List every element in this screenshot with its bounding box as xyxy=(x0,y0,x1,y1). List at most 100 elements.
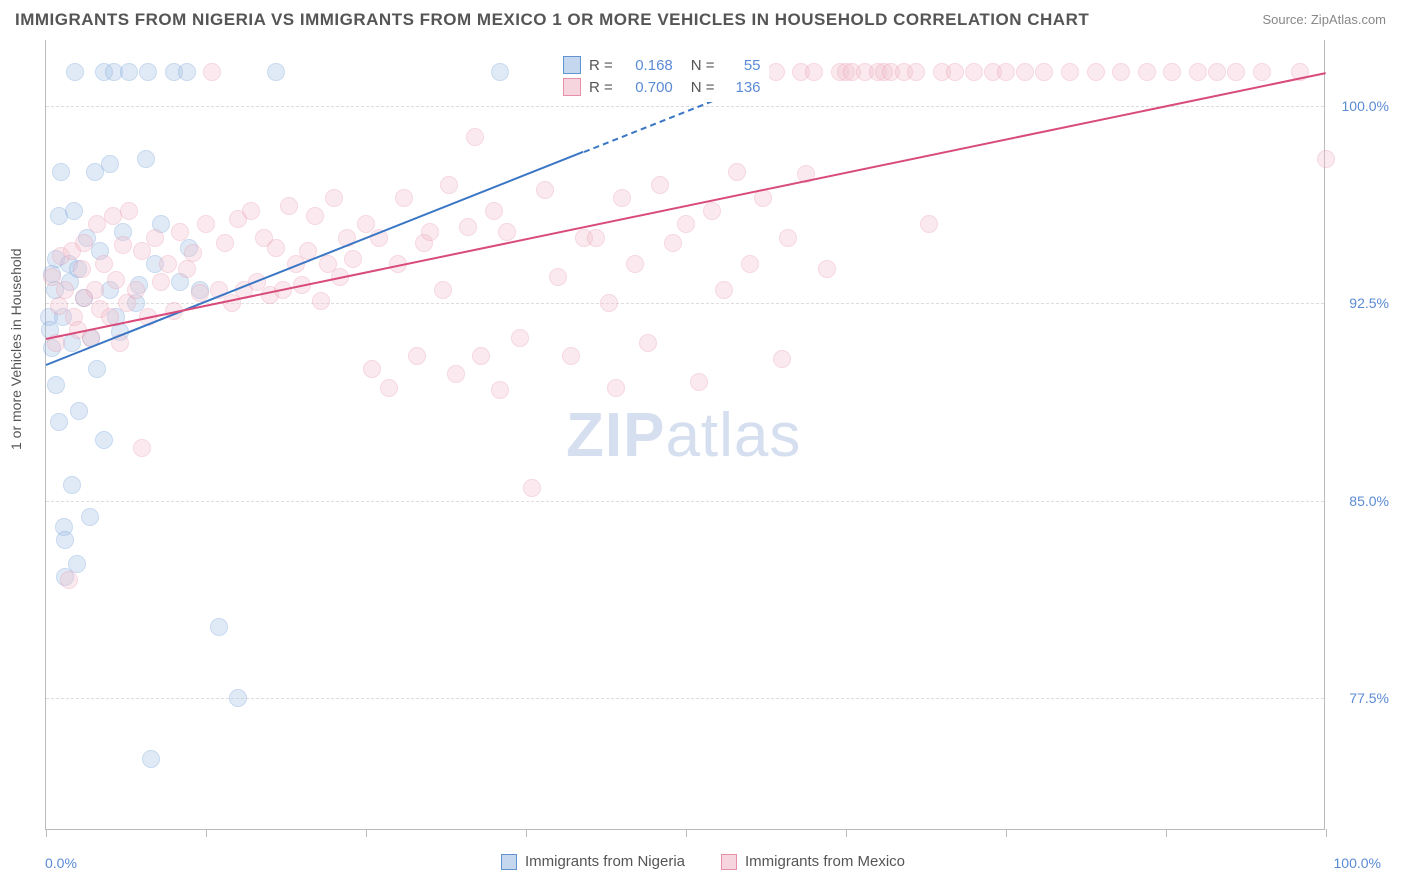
scatter-point xyxy=(66,63,84,81)
y-tick-label: 92.5% xyxy=(1334,295,1389,311)
scatter-point xyxy=(703,202,721,220)
scatter-point xyxy=(965,63,983,81)
scatter-point xyxy=(395,189,413,207)
x-tick xyxy=(366,829,367,837)
scatter-point xyxy=(562,347,580,365)
scatter-point xyxy=(50,413,68,431)
stats-row: R = 0.700 N = 136 xyxy=(563,76,761,98)
scatter-point xyxy=(1227,63,1245,81)
scatter-point xyxy=(325,189,343,207)
source-label: Source: ZipAtlas.com xyxy=(1262,12,1386,27)
scatter-point xyxy=(728,163,746,181)
scatter-point xyxy=(767,63,785,81)
scatter-point xyxy=(408,347,426,365)
scatter-point xyxy=(178,260,196,278)
scatter-point xyxy=(344,250,362,268)
y-tick-label: 77.5% xyxy=(1334,690,1389,706)
stats-n-label: N = xyxy=(691,57,715,74)
scatter-point xyxy=(216,234,234,252)
stats-row: R =0.168N =55 xyxy=(563,54,761,76)
scatter-point xyxy=(65,202,83,220)
stats-r-value: 0.168 xyxy=(621,57,673,74)
scatter-point xyxy=(491,381,509,399)
scatter-point xyxy=(773,350,791,368)
watermark: ZIPatlas xyxy=(566,400,801,471)
scatter-point xyxy=(70,402,88,420)
gridline-h xyxy=(46,106,1324,107)
scatter-point xyxy=(523,479,541,497)
scatter-point xyxy=(1163,63,1181,81)
gridline-h xyxy=(46,501,1324,502)
scatter-point xyxy=(626,255,644,273)
scatter-point xyxy=(741,255,759,273)
scatter-point xyxy=(498,223,516,241)
scatter-point xyxy=(1189,63,1207,81)
scatter-point xyxy=(447,365,465,383)
legend-item: Immigrants from Mexico xyxy=(721,853,905,870)
scatter-point xyxy=(549,268,567,286)
legend-swatch xyxy=(721,854,737,870)
legend-swatch xyxy=(563,78,581,96)
scatter-point xyxy=(920,215,938,233)
scatter-point xyxy=(639,334,657,352)
scatter-point xyxy=(818,260,836,278)
scatter-point xyxy=(86,281,104,299)
stats-r-value: 0.700 xyxy=(621,79,673,96)
x-tick xyxy=(526,829,527,837)
scatter-plot: ZIPatlas 77.5%85.0%92.5%100.0% xyxy=(45,40,1325,830)
scatter-point xyxy=(651,176,669,194)
scatter-point xyxy=(459,218,477,236)
scatter-point xyxy=(267,63,285,81)
scatter-point xyxy=(363,360,381,378)
scatter-point xyxy=(47,376,65,394)
scatter-point xyxy=(779,229,797,247)
scatter-point xyxy=(184,244,202,262)
scatter-point xyxy=(210,618,228,636)
legend-swatch xyxy=(501,854,517,870)
scatter-point xyxy=(1253,63,1271,81)
legend-swatch xyxy=(563,56,581,74)
scatter-point xyxy=(81,508,99,526)
scatter-point xyxy=(127,281,145,299)
x-tick xyxy=(846,829,847,837)
scatter-point xyxy=(229,689,247,707)
scatter-point xyxy=(380,379,398,397)
stats-r-label: R = xyxy=(589,79,613,96)
scatter-point xyxy=(75,234,93,252)
scatter-point xyxy=(677,215,695,233)
scatter-point xyxy=(267,239,285,257)
scatter-point xyxy=(280,197,298,215)
scatter-point xyxy=(56,531,74,549)
scatter-point xyxy=(805,63,823,81)
scatter-point xyxy=(607,379,625,397)
scatter-point xyxy=(242,202,260,220)
scatter-point xyxy=(511,329,529,347)
scatter-point xyxy=(485,202,503,220)
scatter-point xyxy=(203,63,221,81)
scatter-point xyxy=(1061,63,1079,81)
scatter-point xyxy=(421,223,439,241)
stats-legend-box: R =0.168N =55R =0.700N =136 xyxy=(555,50,769,102)
scatter-point xyxy=(1208,63,1226,81)
scatter-point xyxy=(715,281,733,299)
stats-n-value: 136 xyxy=(723,79,761,96)
scatter-point xyxy=(664,234,682,252)
scatter-point xyxy=(52,163,70,181)
trend-line xyxy=(46,151,584,366)
x-tick xyxy=(686,829,687,837)
scatter-point xyxy=(73,260,91,278)
stats-n-label: N = xyxy=(691,79,715,96)
scatter-point xyxy=(60,571,78,589)
x-tick xyxy=(1166,829,1167,837)
scatter-point xyxy=(306,207,324,225)
scatter-point xyxy=(997,63,1015,81)
x-tick xyxy=(1006,829,1007,837)
scatter-point xyxy=(95,431,113,449)
scatter-point xyxy=(142,750,160,768)
legend-label: Immigrants from Mexico xyxy=(745,853,905,870)
bottom-legend: Immigrants from NigeriaImmigrants from M… xyxy=(0,853,1406,874)
y-tick-label: 85.0% xyxy=(1334,493,1389,509)
scatter-point xyxy=(472,347,490,365)
scatter-point xyxy=(159,255,177,273)
scatter-point xyxy=(137,150,155,168)
